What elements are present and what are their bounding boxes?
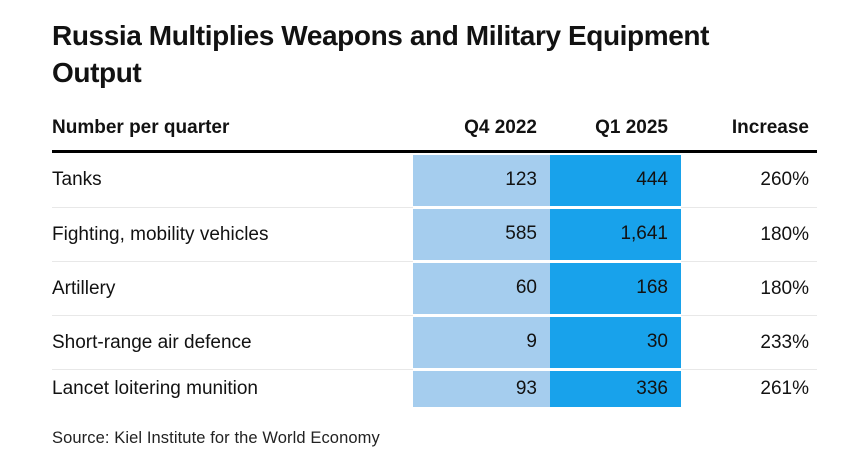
q1-2025-cell: 336	[550, 369, 681, 407]
title-line-1: Russia Multiplies Weapons and Military E…	[52, 20, 710, 51]
row-label: Short-range air defence	[52, 315, 413, 369]
q1-2025-cell: 168	[550, 261, 681, 315]
source-credit: Source: Kiel Institute for the World Eco…	[52, 429, 380, 447]
row-label: Artillery	[52, 261, 413, 315]
increase-value: 233%	[681, 315, 817, 369]
table-row-artillery: Artillery 60 168 180%	[52, 261, 817, 315]
q1-2025-cell: 30	[550, 315, 681, 369]
table-row-tanks: Tanks 123 444 260%	[52, 153, 817, 207]
q4-2022-cell: 93	[413, 369, 550, 407]
q1-2025-value: 30	[550, 316, 681, 368]
chart-container: Russia Multiplies Weapons and Military E…	[52, 17, 817, 447]
q4-2022-cell: 123	[413, 153, 550, 207]
data-table: Number per quarter Q4 2022 Q1 2025 Incre…	[52, 112, 817, 407]
q4-2022-value: 9	[413, 316, 550, 368]
table-header-row: Number per quarter Q4 2022 Q1 2025 Incre…	[52, 112, 817, 153]
header-increase: Increase	[731, 117, 809, 138]
q1-2025-value: 444	[550, 154, 681, 206]
row-label: Tanks	[52, 169, 102, 190]
header-number-per-quarter: Number per quarter	[52, 117, 230, 138]
row-label: Lancet loitering munition	[52, 369, 413, 407]
page-title: Russia Multiplies Weapons and Military E…	[52, 17, 817, 91]
q1-2025-value: 336	[550, 370, 681, 407]
row-label: Fighting, mobility vehicles	[52, 207, 413, 261]
table-row-short-range-air-defence: Short-range air defence 9 30 233%	[52, 315, 817, 369]
header-q4-2022: Q4 2022	[464, 117, 537, 138]
q1-2025-cell: 1,641	[550, 207, 681, 261]
q4-2022-value: 93	[413, 370, 550, 407]
q1-2025-value: 1,641	[550, 208, 681, 260]
increase-value: 260%	[760, 169, 809, 190]
increase-value: 180%	[681, 207, 817, 261]
q4-2022-value: 123	[413, 154, 550, 206]
increase-value: 180%	[681, 261, 817, 315]
table-row-fighting-mobility-vehicles: Fighting, mobility vehicles 585 1,641 18…	[52, 207, 817, 261]
q4-2022-cell: 60	[413, 261, 550, 315]
title-line-2: Output	[52, 57, 142, 88]
q1-2025-value: 168	[550, 262, 681, 314]
q4-2022-value: 585	[413, 208, 550, 260]
q4-2022-cell: 9	[413, 315, 550, 369]
table-row-lancet-loitering-munition: Lancet loitering munition 93 336 261%	[52, 369, 817, 407]
q4-2022-value: 60	[413, 262, 550, 314]
header-q1-2025: Q1 2025	[595, 117, 668, 138]
q4-2022-cell: 585	[413, 207, 550, 261]
increase-value: 261%	[681, 369, 817, 407]
q1-2025-cell: 444	[550, 153, 681, 207]
